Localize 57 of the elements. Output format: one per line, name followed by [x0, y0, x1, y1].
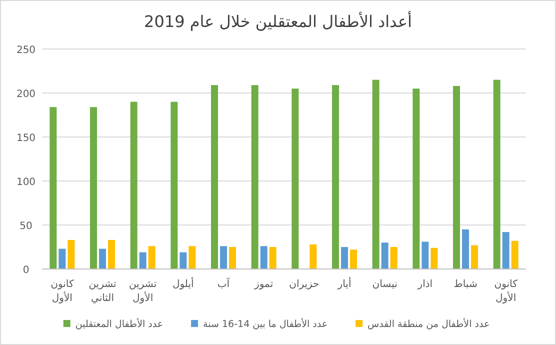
bar [502, 232, 510, 269]
x-tick-label: حزيران [289, 279, 320, 290]
bar [50, 107, 57, 269]
bar [90, 107, 97, 269]
x-tick-label: تموز [254, 279, 274, 290]
bar [372, 80, 380, 269]
x-tick-label: اذار [416, 279, 433, 290]
bar [471, 245, 478, 269]
bar [269, 247, 276, 269]
bar [180, 252, 187, 269]
bar [412, 88, 420, 269]
bar [310, 244, 317, 269]
x-tick-label: نيسان [372, 279, 398, 290]
bar [511, 240, 518, 269]
bar [229, 247, 236, 269]
x-tick-label: تشرين الثاني [88, 279, 117, 304]
bar [462, 229, 469, 269]
bar [453, 86, 460, 269]
y-tick-label: 100 [16, 177, 36, 188]
y-tick-label: 50 [20, 221, 32, 232]
y-tick-label: 200 [16, 89, 36, 100]
y-tick-label: 150 [16, 133, 36, 144]
x-tick-label: شباط [454, 279, 478, 290]
bar [130, 102, 138, 269]
bar [341, 247, 348, 269]
title: أعداد الأطفال المعتقلين خلال عام 2019 [144, 12, 412, 31]
bar [381, 242, 388, 269]
bar [188, 246, 196, 269]
bar [68, 240, 75, 269]
x-tick-label: أيلول [172, 277, 194, 290]
bar [99, 248, 106, 269]
y-tick-label: 250 [16, 45, 36, 56]
bar [332, 85, 339, 269]
bar [108, 240, 115, 269]
y-tick-label: 0 [22, 265, 30, 276]
legend-label: عدد الأطفال المعتقلين [75, 317, 164, 330]
bar [260, 246, 268, 269]
bar [58, 248, 66, 269]
x-tick-label: تشرين الأول [129, 279, 157, 304]
bar [350, 250, 357, 269]
bar [422, 242, 429, 269]
x-tick-label: كانون الأول [494, 279, 518, 304]
bar [211, 85, 218, 269]
x-tick-label: كانون الأول [50, 279, 74, 304]
legend-label: عدد الأطفال من منطقة القدس [368, 317, 490, 330]
bar [493, 80, 500, 269]
bar [292, 88, 299, 269]
legend-label: عدد الأطفال ما بين 14-16 سنة [203, 317, 328, 330]
bar [139, 252, 146, 269]
bar [148, 246, 156, 269]
bar [390, 247, 398, 269]
bar [220, 246, 227, 269]
bar [170, 102, 178, 269]
bar [430, 248, 438, 269]
x-tick-label: آب [217, 277, 231, 290]
x-tick-label: أيار [336, 277, 352, 290]
bar [251, 85, 258, 269]
